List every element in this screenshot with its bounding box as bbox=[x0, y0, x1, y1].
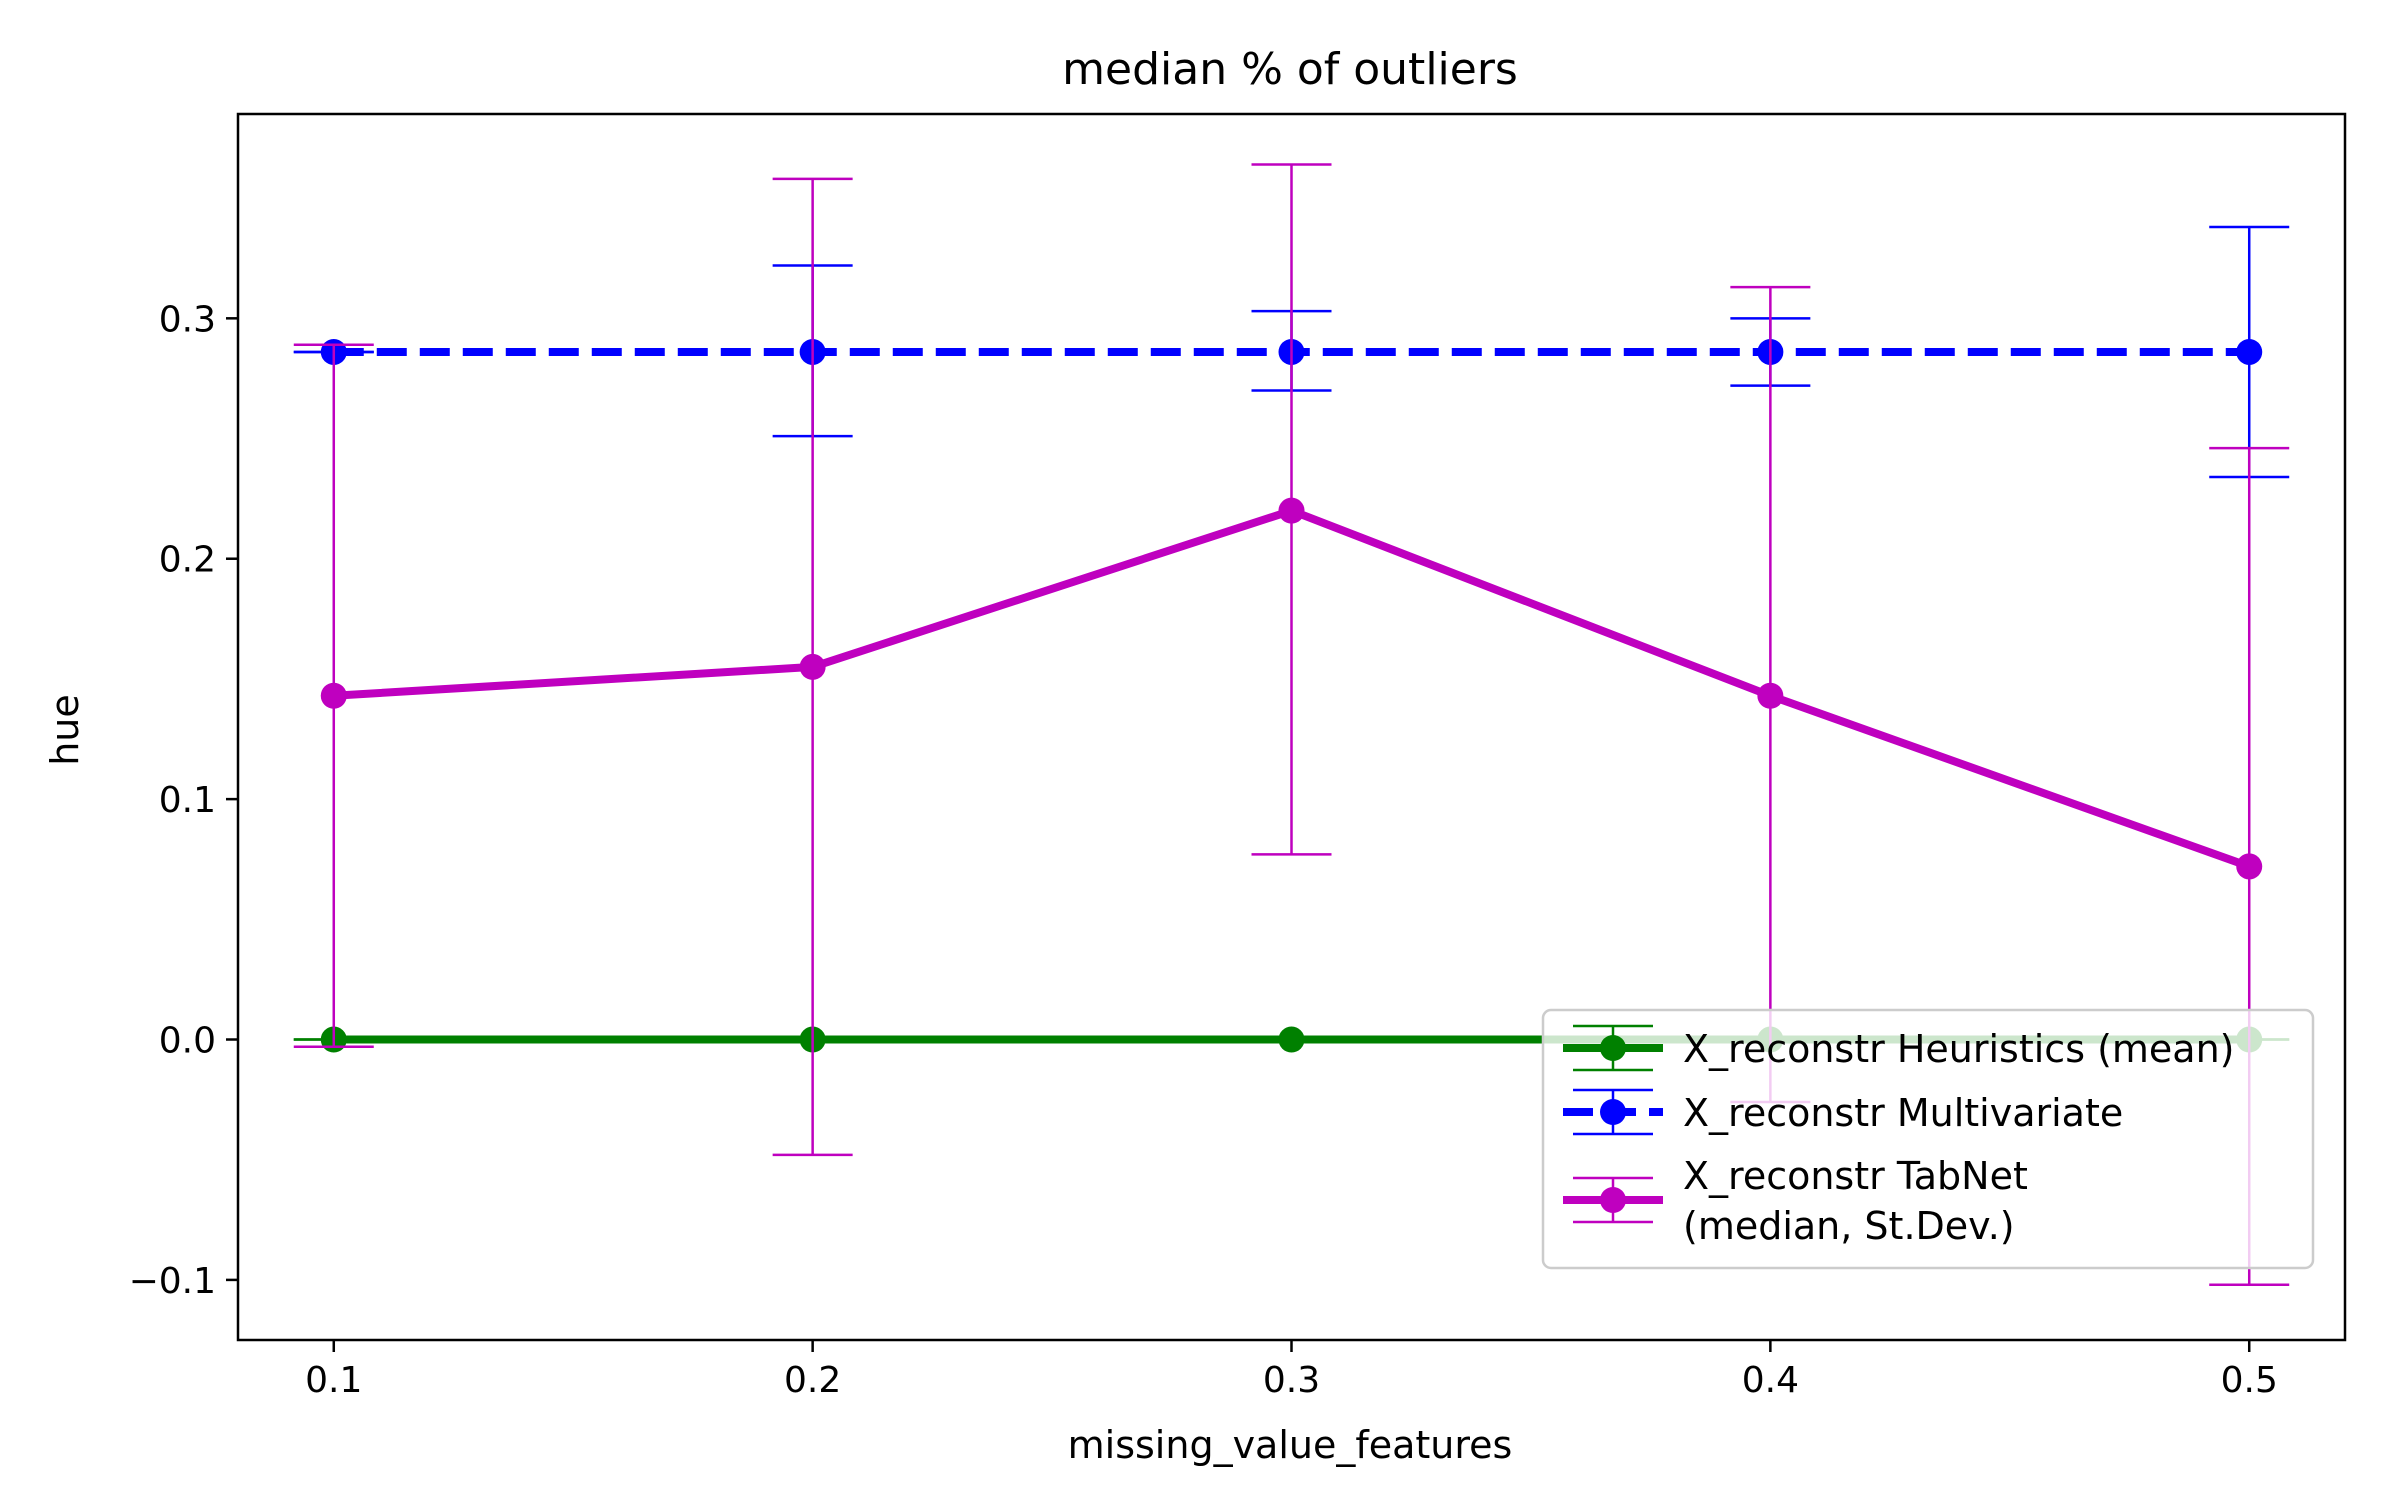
legend-label-3: (median, St.Dev.) bbox=[1683, 1204, 2015, 1248]
y-tick-label-4: 0.3 bbox=[159, 299, 216, 340]
legend-box bbox=[1541, 1008, 2315, 1270]
data-point-1-4 bbox=[2236, 338, 2263, 365]
x-tick-label-4: 0.5 bbox=[2221, 1360, 2278, 1401]
legend-marker-2 bbox=[1600, 1187, 1626, 1213]
data-point-2-0 bbox=[320, 682, 347, 709]
y-axis-label: hue bbox=[43, 694, 87, 766]
x-tick-label-3: 0.4 bbox=[1742, 1360, 1799, 1401]
axes: 0.1 0.2 0.3 0.4 0.5 −0.1 0.0 0.1 0.2 0.3 bbox=[129, 112, 2347, 1401]
legend-label-0: X_reconstr Heuristics (mean) bbox=[1683, 1027, 2234, 1071]
legend-label-1: X_reconstr Multivariate bbox=[1683, 1091, 2123, 1135]
y-tick-label-3: 0.2 bbox=[159, 540, 216, 581]
data-point-2-3 bbox=[1757, 682, 1784, 709]
y-tick-label-1: 0.0 bbox=[159, 1021, 216, 1062]
plot-area bbox=[293, 163, 2290, 1286]
x-tick-label-0: 0.1 bbox=[305, 1360, 362, 1401]
data-point-2-1 bbox=[799, 653, 826, 680]
legend-marker-0 bbox=[1600, 1035, 1626, 1061]
legend-label-2: X_reconstr TabNet bbox=[1683, 1154, 2028, 1198]
x-axis-label: missing_value_features bbox=[1068, 1423, 1513, 1467]
legend: X_reconstr Heuristics (mean) X_reconstr M… bbox=[1541, 1008, 2315, 1270]
y-tick-label-2: 0.1 bbox=[159, 780, 216, 821]
legend-marker-1 bbox=[1600, 1099, 1626, 1125]
data-point-0-2 bbox=[1278, 1026, 1305, 1053]
x-tick-label-1: 0.2 bbox=[784, 1360, 841, 1401]
data-point-2-4 bbox=[2236, 853, 2263, 880]
x-tick-label-2: 0.3 bbox=[1263, 1360, 1320, 1401]
chart-title: median % of outliers bbox=[1062, 44, 1518, 95]
y-tick-label-0: −0.1 bbox=[129, 1261, 216, 1302]
series-2 bbox=[293, 163, 2290, 1286]
data-point-2-2 bbox=[1278, 497, 1305, 524]
